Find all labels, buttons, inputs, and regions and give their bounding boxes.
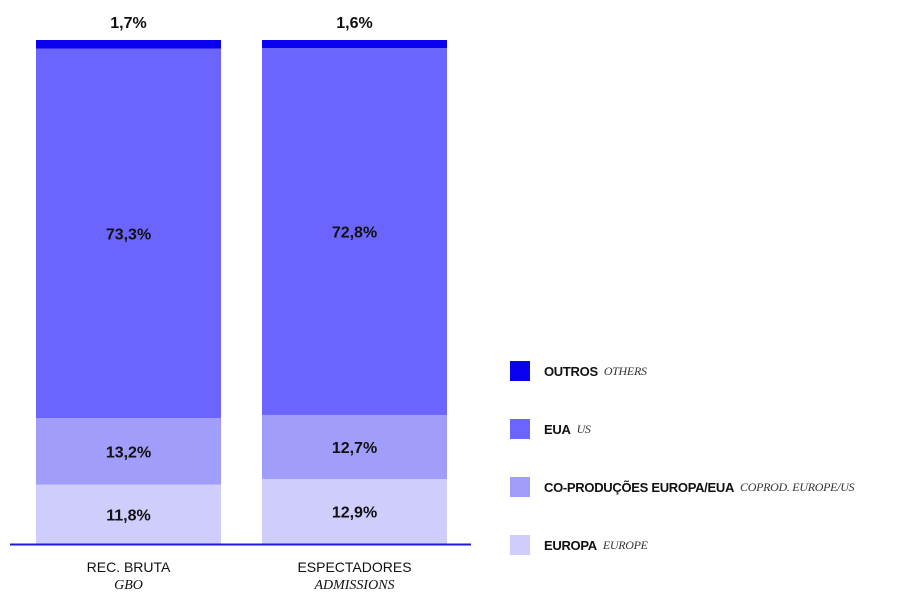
category-sublabel-2: ADMISSIONS (313, 578, 394, 593)
legend: OUTROS OTHERS EUA US CO-PRODUÇÕES EUROPA/EUA… (510, 360, 900, 592)
legend-swatch-outros (510, 361, 530, 381)
bar-segment-outros-1 (36, 40, 221, 49)
category-label-2: ESPECTADORES (297, 559, 411, 575)
legend-swatch-europa (510, 535, 530, 555)
legend-sublabel-europa: EUROPE (602, 537, 648, 552)
data-label-eua-1: 73,3% (106, 226, 151, 243)
category-label-1: REC. BRUTA (87, 559, 171, 575)
legend-label-coprod: CO-PRODUÇÕES EUROPA/EUA (544, 479, 735, 495)
legend-swatch-coprod (510, 477, 530, 497)
bar-segment-eua-2 (262, 48, 447, 415)
legend-label-eua: EUA (544, 421, 571, 437)
bar-segment-europa-2 (262, 478, 447, 544)
bar-segment-europa-1 (36, 484, 221, 544)
bar-segment-outros-2 (262, 40, 447, 49)
legend-swatch-eua (510, 419, 530, 439)
legend-label-europa: EUROPA (544, 537, 597, 553)
bar-segment-eua-1 (36, 48, 221, 419)
legend-sublabel-outros: OTHERS (603, 363, 647, 378)
legend-item-europa: EUROPA EUROPE (510, 534, 900, 556)
legend-item-outros: OUTROS OTHERS (510, 360, 900, 382)
data-label-coprod-2: 12,7% (332, 440, 377, 457)
legend-item-eua: EUA US (510, 418, 900, 440)
legend-item-coprod: CO-PRODUÇÕES EUROPA/EUA COPROD. EUROPE/US (510, 476, 900, 498)
category-sublabel-1: GBO (114, 578, 143, 593)
legend-label-outros: OUTROS (544, 363, 598, 379)
data-label-europa-1: 11,8% (106, 507, 150, 524)
data-label-outros-1: 1,7% (110, 15, 146, 32)
legend-sublabel-coprod: COPROD. EUROPE/US (740, 479, 855, 494)
bar-segment-coprod-2 (262, 414, 447, 479)
data-label-eua-2: 72,8% (332, 225, 377, 242)
data-label-coprod-1: 13,2% (106, 444, 151, 461)
legend-sublabel-eua: US (576, 421, 591, 436)
data-label-outros-2: 1,6% (336, 15, 372, 32)
bar-segment-coprod-1 (36, 418, 221, 485)
data-label-europa-2: 12,9% (332, 504, 377, 521)
